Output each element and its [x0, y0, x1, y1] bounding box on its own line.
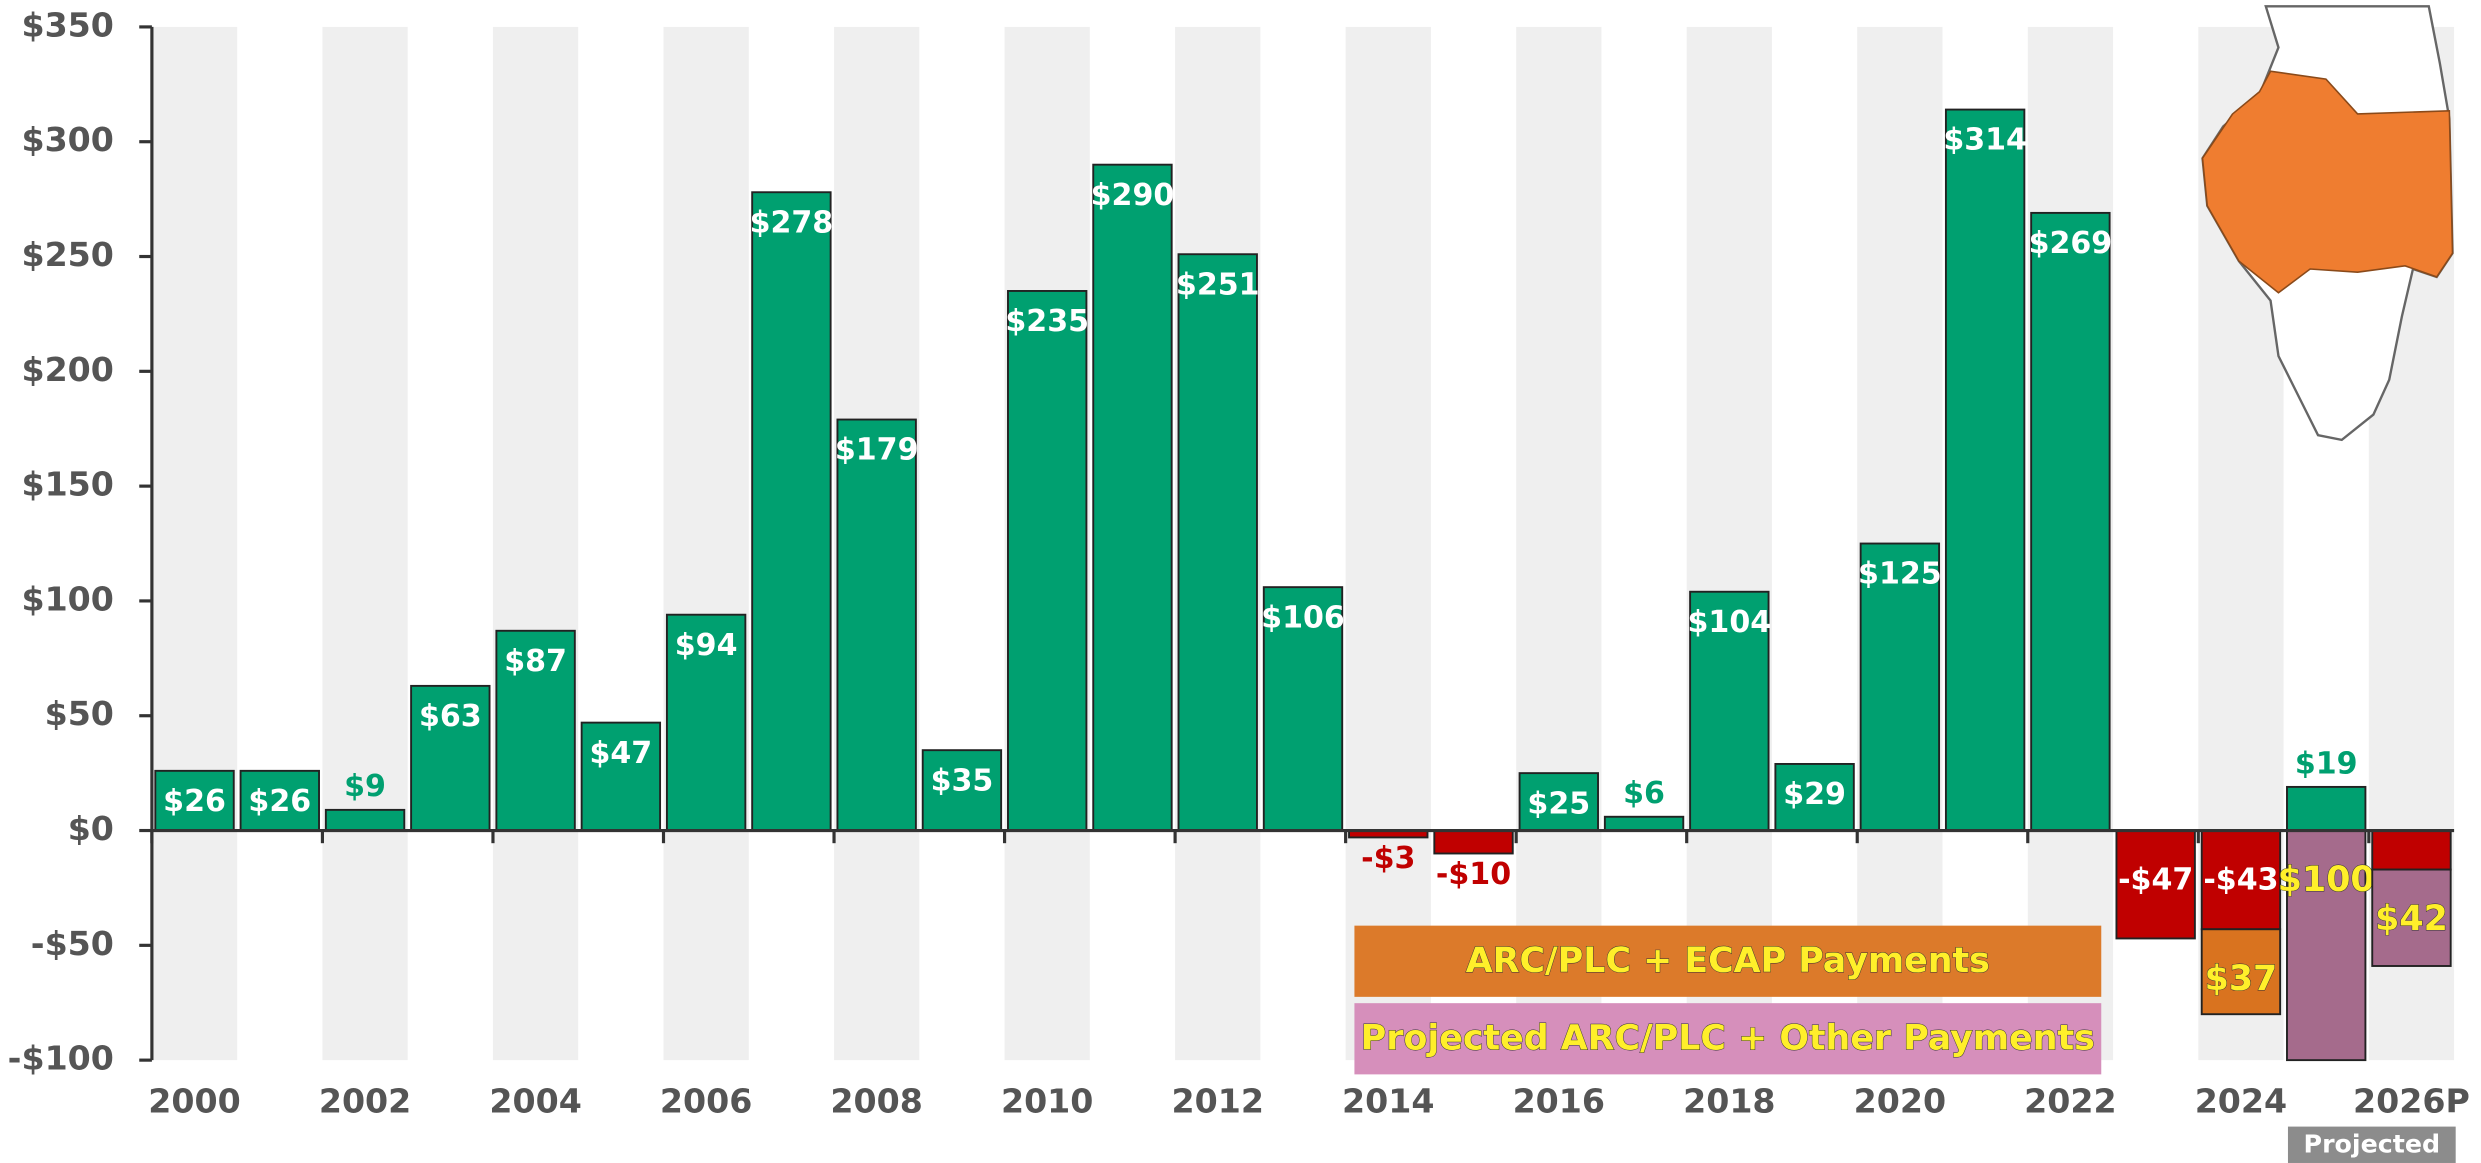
value-label: $94 [675, 628, 738, 663]
value-label: $25 [1527, 786, 1590, 821]
value-label: $87 [504, 644, 567, 679]
bar-segment [2200, 928, 2282, 1016]
legend-label: Projected ARC/PLC + Other Payments [1361, 1019, 2095, 1059]
y-tick-label: $150 [21, 465, 113, 504]
legend-box [1354, 1003, 2102, 1075]
stripe [663, 26, 749, 1061]
stripe [151, 26, 238, 1061]
value-label: $37 [2205, 959, 2278, 999]
value-label: $251 [1176, 267, 1260, 302]
x-tick-label: 2024 [2195, 1081, 2287, 1120]
value-label: $278 [750, 205, 834, 240]
value-label: $9 [344, 769, 386, 804]
value-label: $106 [1261, 600, 1345, 635]
bar-segment [2286, 829, 2367, 1062]
bar [1774, 762, 1855, 832]
x-tick-label: 2018 [1683, 1081, 1775, 1120]
bar [836, 418, 917, 832]
annotation-box [2287, 1126, 2456, 1163]
stripe [1345, 26, 1431, 1061]
bar [1262, 586, 1344, 832]
value-label: $179 [835, 433, 919, 468]
bar [665, 613, 747, 832]
value-label: $6 [1623, 776, 1665, 811]
x-tick-label: 2002 [319, 1081, 411, 1120]
bar [324, 808, 406, 832]
value-label: -$10 [1436, 857, 1511, 892]
bar [1092, 163, 1173, 832]
value-label: $47 [589, 736, 652, 771]
bar [1007, 290, 1088, 832]
bar [1689, 590, 1770, 832]
y-tick-label: $250 [21, 235, 113, 274]
bar [580, 721, 662, 832]
plot: -$100 -$50 $0 $50 $100 $150 $200 $250 $300 $350 20… [8, 5, 2470, 1163]
value-label: $235 [1005, 304, 1089, 339]
value-label: $314 [1943, 123, 2027, 158]
x-tick-label: 2010 [1001, 1081, 1093, 1120]
x-tick-label: 2020 [1854, 1081, 1946, 1120]
x-tick-label: 2014 [1342, 1081, 1434, 1120]
legend-box [1354, 925, 2102, 997]
value-label: $290 [1091, 178, 1175, 213]
value-label: -$43 [2203, 863, 2278, 898]
bar [2030, 211, 2111, 832]
bar [921, 749, 1003, 832]
value-label: $26 [163, 784, 226, 819]
value-label: $125 [1858, 557, 1942, 592]
value-label: $19 [2295, 746, 2358, 781]
stripe [322, 26, 408, 1061]
x-tick-label: 2004 [489, 1081, 581, 1120]
value-label: -$47 [2118, 863, 2193, 898]
value-label: $29 [1783, 777, 1846, 812]
bar [1944, 108, 2026, 832]
x-tick-label: 2022 [2024, 1081, 2116, 1120]
bar-segment [2371, 868, 2452, 967]
value-label: $100 [2278, 860, 2375, 900]
bar [239, 769, 320, 832]
y-tick-label: -$50 [31, 924, 114, 963]
x-tick-label: 2012 [1171, 1081, 1263, 1120]
y-tick-label: $200 [21, 350, 113, 389]
y-tick-label: -$100 [8, 1039, 114, 1078]
annotation: Projected [2304, 1130, 2441, 1159]
value-label: $269 [2029, 226, 2113, 261]
bar [1177, 253, 1258, 832]
stripe [1686, 26, 1772, 1061]
value-label: $104 [1688, 605, 1772, 640]
bar [1518, 772, 1599, 832]
x-tick-label: 2008 [830, 1081, 922, 1120]
bar [495, 629, 576, 832]
y-tick-label: $300 [21, 120, 113, 159]
y-tick-label: $0 [68, 809, 114, 848]
x-tick-label: 2006 [660, 1081, 752, 1120]
bar [1859, 542, 1941, 832]
y-tick-label: $50 [45, 694, 114, 733]
bar [410, 684, 491, 832]
y-tick-label: $350 [21, 5, 113, 44]
stripe [1516, 26, 1602, 1061]
bar [1603, 815, 1685, 832]
value-label: $63 [419, 699, 482, 734]
value-label: $35 [931, 763, 994, 798]
y-tick-label: $100 [21, 579, 113, 618]
stripe [492, 26, 579, 1061]
bar [2371, 829, 2452, 871]
x-tick-label: 2026P [2353, 1081, 2470, 1120]
x-tick-label: 2016 [1513, 1081, 1605, 1120]
bar [1433, 829, 1514, 855]
value-label: $42 [2375, 899, 2448, 939]
bar [2286, 785, 2367, 832]
illinois-map [2201, 5, 2454, 442]
x-tick-label: 2000 [148, 1081, 240, 1120]
bar [751, 191, 832, 832]
value-label: -$3 [1361, 841, 1415, 876]
value-label: $26 [248, 784, 311, 819]
legend-label: ARC/PLC + ECAP Payments [1466, 941, 1990, 981]
